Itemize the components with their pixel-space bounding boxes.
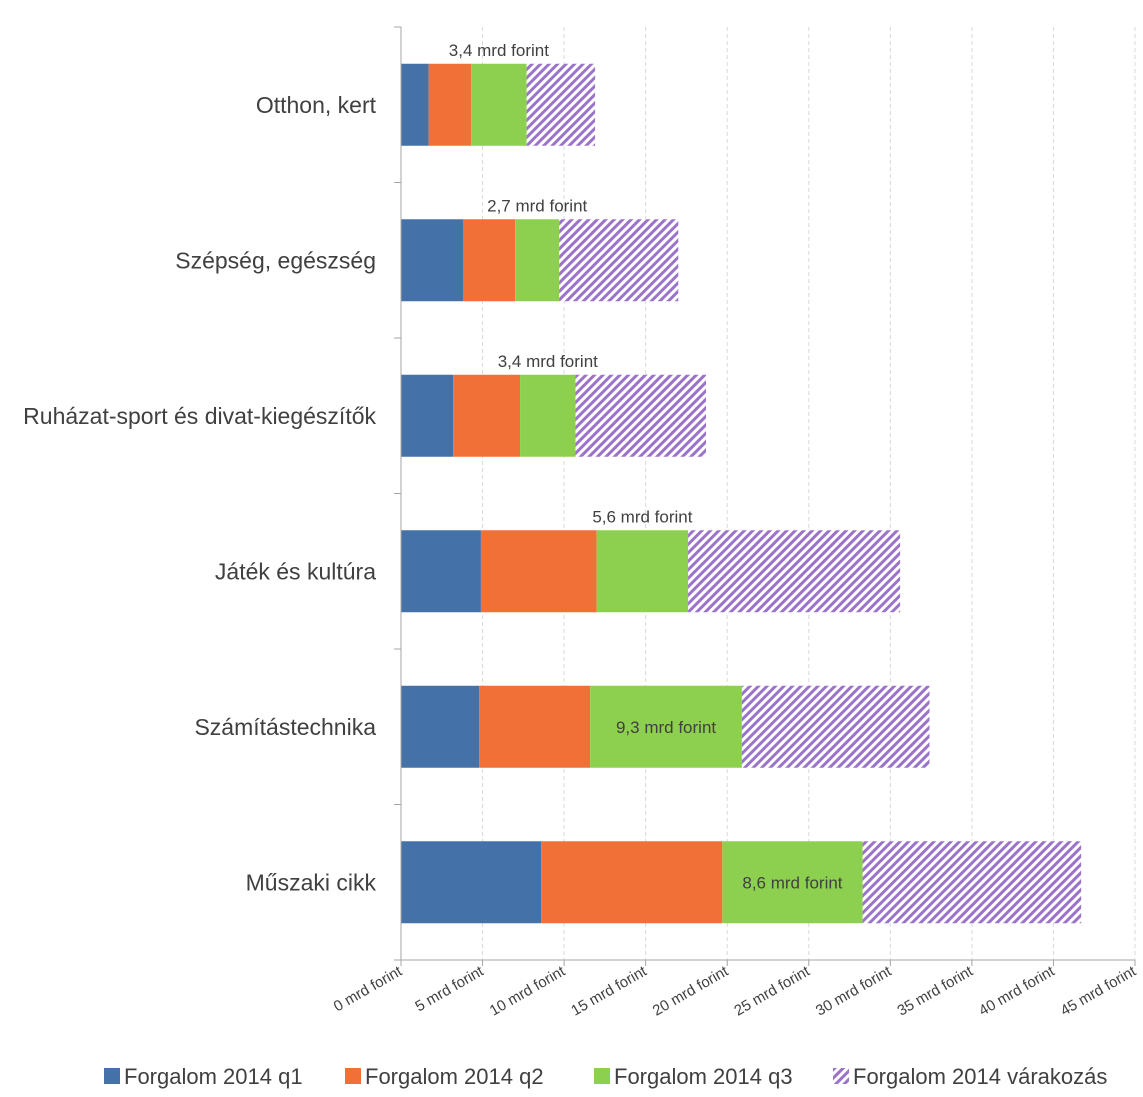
bar-segment-3 bbox=[722, 841, 863, 924]
data-label: 3,4 mrd forint bbox=[449, 41, 549, 60]
bar-segment-3 bbox=[596, 530, 689, 613]
bar-segment-1 bbox=[401, 685, 480, 768]
bar-segment-1 bbox=[401, 63, 429, 146]
data-label: 3,4 mrd forint bbox=[498, 352, 598, 371]
category-label: Műszaki cikk bbox=[246, 869, 377, 895]
bar-segment-1 bbox=[401, 530, 481, 613]
x-tick-label: 35 mrd forint bbox=[894, 962, 976, 1019]
labels: Otthon, kert 3,4 mrd forint Szépség, egész… bbox=[23, 41, 843, 896]
legend: Forgalom 2014 q1 Forgalom 2014 q2 Forgalom… bbox=[104, 1064, 1107, 1089]
legend-swatch bbox=[833, 1068, 849, 1084]
category-label: Szépség, egészség bbox=[175, 247, 376, 273]
bar-segment-1 bbox=[401, 374, 454, 457]
legend-swatch bbox=[345, 1068, 361, 1084]
x-tick-label: 5 mrd forint bbox=[412, 962, 487, 1015]
bar-segment-3 bbox=[590, 685, 742, 768]
legend-label: Forgalom 2014 q2 bbox=[365, 1064, 544, 1089]
bar-segment-4 bbox=[862, 841, 1082, 924]
category-label: Ruházat-sport és divat-kiegészítők bbox=[23, 403, 376, 429]
bar-segment-1 bbox=[401, 841, 542, 924]
bar-segment-2 bbox=[480, 530, 597, 613]
bar-segment-4 bbox=[559, 219, 679, 302]
x-tick-label: 30 mrd forint bbox=[813, 962, 895, 1019]
bar-segment-2 bbox=[479, 685, 591, 768]
x-tick-label: 0 mrd forint bbox=[331, 962, 406, 1015]
category-label: Otthon, kert bbox=[256, 92, 377, 118]
category-label: Számítástechnika bbox=[194, 714, 376, 740]
x-tick-label: 10 mrd forint bbox=[487, 962, 569, 1019]
x-tick-label: 45 mrd forint bbox=[1058, 962, 1140, 1019]
bar-segment-3 bbox=[520, 374, 576, 457]
category-label: Játék és kultúra bbox=[215, 558, 376, 584]
bar-segment-4 bbox=[688, 530, 901, 613]
bar-segment-4 bbox=[741, 685, 930, 768]
bar-segment-2 bbox=[453, 374, 521, 457]
x-tick-label: 25 mrd forint bbox=[731, 962, 813, 1019]
bar-segment-1 bbox=[401, 219, 463, 302]
data-label: 2,7 mrd forint bbox=[487, 196, 587, 215]
legend-label: Forgalom 2014 várakozás bbox=[853, 1064, 1107, 1089]
legend-swatch bbox=[104, 1068, 120, 1084]
data-label: 8,6 mrd forint bbox=[742, 873, 842, 892]
bar-segment-4 bbox=[575, 374, 707, 457]
bar-segment-3 bbox=[471, 63, 527, 146]
bar-segment-4 bbox=[526, 63, 596, 146]
bar-segment-2 bbox=[428, 63, 472, 146]
bars bbox=[401, 63, 1082, 924]
data-label: 9,3 mrd forint bbox=[616, 718, 716, 737]
x-tick-label: 15 mrd forint bbox=[568, 962, 650, 1019]
legend-swatch bbox=[594, 1068, 610, 1084]
gridlines bbox=[482, 27, 1136, 960]
bar-segment-3 bbox=[515, 219, 560, 302]
x-tick-label: 20 mrd forint bbox=[650, 962, 732, 1019]
legend-label: Forgalom 2014 q3 bbox=[614, 1064, 793, 1089]
bar-segment-2 bbox=[462, 219, 516, 302]
data-label: 5,6 mrd forint bbox=[592, 507, 692, 526]
x-tick-label: 40 mrd forint bbox=[976, 962, 1058, 1019]
bar-segment-2 bbox=[541, 841, 723, 924]
legend-label: Forgalom 2014 q1 bbox=[124, 1064, 303, 1089]
